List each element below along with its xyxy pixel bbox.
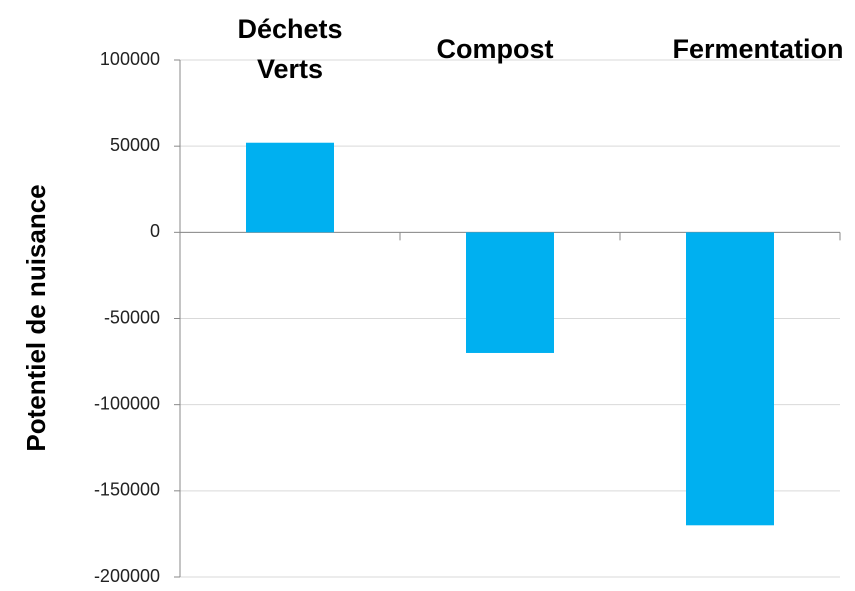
category-label: Fermentation — [672, 34, 844, 64]
y-tick-label: -150000 — [94, 480, 160, 500]
bar — [246, 142, 334, 233]
y-tick-label: -50000 — [104, 307, 160, 327]
y-tick-label: 100000 — [100, 49, 160, 69]
y-tick-label: 50000 — [110, 135, 160, 155]
y-tick-label: 0 — [150, 221, 160, 241]
y-tick-label: -100000 — [94, 393, 160, 413]
y-tick-label: -200000 — [94, 566, 160, 586]
category-label: Compost — [436, 34, 554, 64]
y-axis-label: Potentiel de nuisance — [21, 184, 51, 451]
bar — [686, 232, 774, 526]
bar — [466, 232, 554, 353]
category-label: Déchets Verts — [237, 14, 343, 84]
